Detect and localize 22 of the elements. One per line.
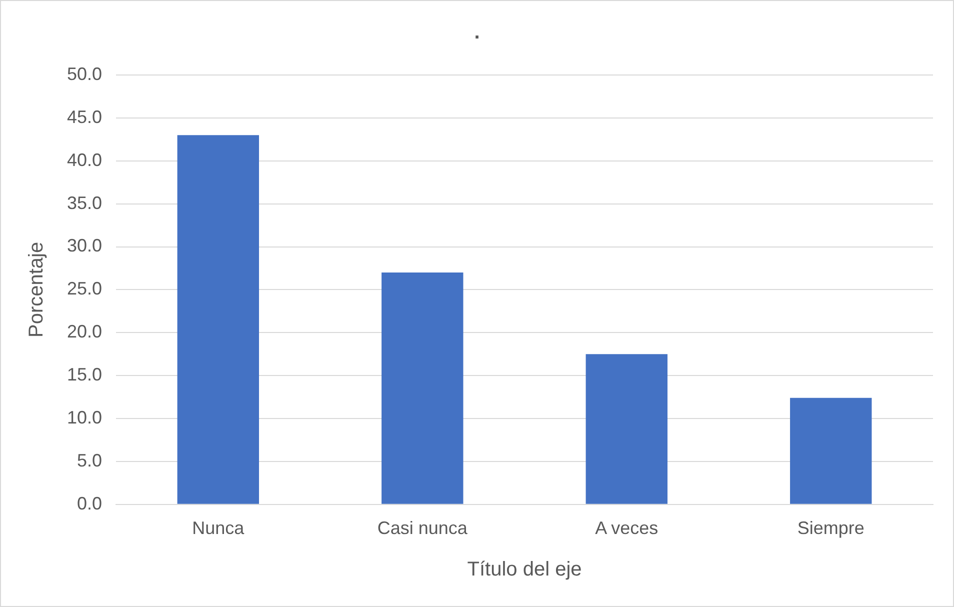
x-tick-label: A veces	[595, 518, 658, 538]
y-tick-label: 40.0	[66, 150, 102, 170]
y-tick-label: 10.0	[66, 407, 102, 428]
bar	[790, 398, 872, 504]
x-tick-label: Siempre	[797, 518, 864, 538]
x-axis-title: Título del eje	[467, 558, 582, 581]
y-tick-label: 15.0	[66, 364, 102, 385]
y-tick-label: 5.0	[77, 450, 102, 470]
y-tick-label: 25.0	[66, 278, 102, 299]
bar	[177, 135, 260, 504]
y-tick-label: 35.0	[66, 192, 102, 213]
y-tick-label: 30.0	[66, 236, 102, 256]
y-axis-title: Porcentaje	[26, 242, 48, 338]
y-tick-label: 20.0	[66, 322, 102, 342]
x-tick-label: Nunca	[192, 518, 246, 538]
chart-title: .	[474, 22, 480, 44]
y-tick-label: 0.0	[77, 493, 102, 514]
y-tick-label: 50.0	[66, 64, 102, 84]
y-tick-label: 45.0	[66, 106, 102, 127]
x-tick-label: Casi nunca	[377, 518, 468, 538]
bar	[586, 354, 668, 504]
bar	[382, 272, 464, 504]
